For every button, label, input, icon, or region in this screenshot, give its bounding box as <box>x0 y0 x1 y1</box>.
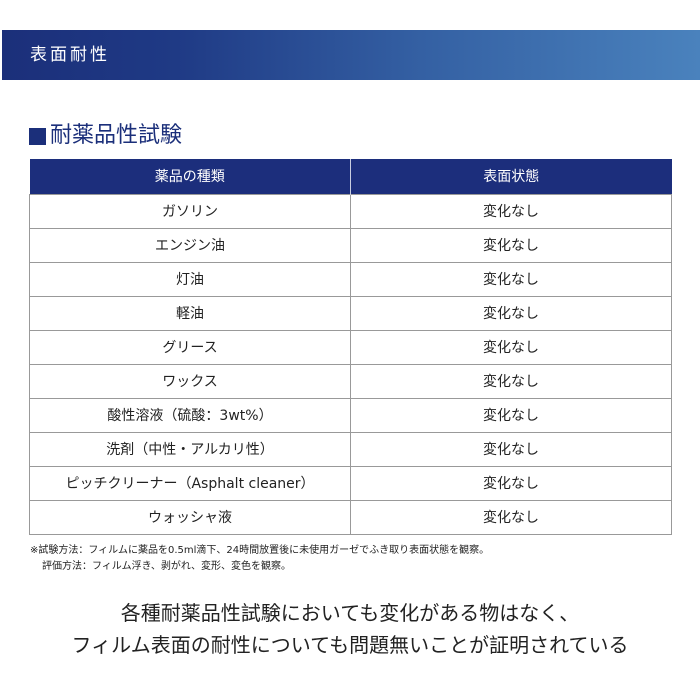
square-bullet-icon <box>29 127 46 145</box>
surface-state-cell: 変化なし <box>350 194 672 229</box>
chemical-cell: ワックス <box>29 364 351 399</box>
surface-state-cell: 変化なし <box>350 364 672 399</box>
chemical-cell: 洗剤（中性・アルカリ性） <box>29 432 351 467</box>
chemical-cell: 酸性溶液（硫酸：3wt%） <box>29 398 351 433</box>
chemical-cell: 軽油 <box>29 296 351 331</box>
table-row: ピッチクリーナー（Asphalt cleaner） 変化なし <box>29 466 672 501</box>
chemical-cell: ガソリン <box>29 194 351 229</box>
surface-state-cell: 変化なし <box>350 432 672 467</box>
header-chemical: 薬品の種類 <box>29 159 351 195</box>
chemical-cell: 灯油 <box>29 262 351 297</box>
table-row: ガソリン 変化なし <box>29 194 672 229</box>
table-row: ウォッシャ液 変化なし <box>29 500 672 535</box>
section-title: 耐薬品性試験 <box>29 122 700 150</box>
table-row: グリース 変化なし <box>29 330 672 365</box>
note-evaluation: 評価方法：フィルム浮き、剥がれ、変形、変色を観察。 <box>42 561 291 572</box>
summary-line: フィルム表面の耐性についても問題無いことが証明されている <box>71 633 629 657</box>
table-row: 酸性溶液（硫酸：3wt%） 変化なし <box>29 398 672 433</box>
banner-title: 表面耐性 <box>30 45 110 65</box>
summary: 各種耐薬品性試験においても変化がある物はなく、 フィルム表面の耐性についても問題… <box>0 597 700 661</box>
surface-state-cell: 変化なし <box>350 398 672 433</box>
section-banner: 表面耐性 <box>2 30 700 80</box>
chemical-cell: ピッチクリーナー（Asphalt cleaner） <box>29 466 351 501</box>
surface-state-cell: 変化なし <box>350 330 672 365</box>
surface-state-cell: 変化なし <box>350 262 672 297</box>
page: 表面耐性 耐薬品性試験 薬品の種類 表面状態 ガソリン 変化なし エンジン油 変化なし… <box>0 30 700 661</box>
header-surface: 表面状態 <box>350 159 672 195</box>
summary-line: 各種耐薬品性試験においても変化がある物はなく、 <box>120 601 580 625</box>
surface-state-cell: 変化なし <box>350 466 672 501</box>
section-title-text: 耐薬品性試験 <box>50 123 183 148</box>
note-method: ※試験方法：フィルムに薬品を0.5ml滴下、24時間放置後に未使用ガーゼでふき取… <box>30 545 490 556</box>
chemical-cell: エンジン油 <box>29 228 351 263</box>
table-header: 薬品の種類 表面状態 <box>29 159 672 195</box>
surface-state-cell: 変化なし <box>350 296 672 331</box>
surface-state-cell: 変化なし <box>350 500 672 535</box>
table-row: 灯油 変化なし <box>29 262 672 297</box>
chemical-cell: グリース <box>29 330 351 365</box>
table-row: エンジン油 変化なし <box>29 228 672 263</box>
table-row: 洗剤（中性・アルカリ性） 変化なし <box>29 432 672 467</box>
chemical-cell: ウォッシャ液 <box>29 500 351 535</box>
table-row: ワックス 変化なし <box>29 364 672 399</box>
surface-state-cell: 変化なし <box>350 228 672 263</box>
table-row: 軽油 変化なし <box>29 296 672 331</box>
chemical-resistance-table: 薬品の種類 表面状態 ガソリン 変化なし エンジン油 変化なし 灯油 変化なし 軽油 変化なし… <box>29 159 672 535</box>
test-notes: ※試験方法：フィルムに薬品を0.5ml滴下、24時間放置後に未使用ガーゼでふき取… <box>30 543 690 575</box>
